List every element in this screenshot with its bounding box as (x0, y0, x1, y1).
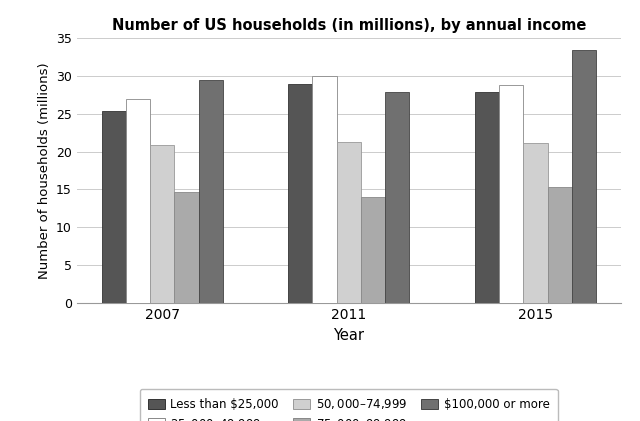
Bar (174, 192, 198, 303)
Bar (385, 93, 410, 303)
Bar (524, 143, 548, 303)
Y-axis label: Number of households (millions): Number of households (millions) (38, 62, 51, 279)
Title: Number of US households (in millions), by annual income: Number of US households (in millions), b… (111, 18, 586, 32)
X-axis label: Year: Year (333, 328, 364, 343)
Bar (548, 187, 572, 303)
Bar (102, 112, 126, 303)
Bar (288, 84, 312, 303)
Bar (361, 197, 385, 303)
Bar (198, 80, 223, 303)
Bar (499, 85, 524, 303)
Bar (572, 50, 596, 303)
Bar (475, 92, 499, 303)
Bar (126, 99, 150, 303)
Bar (150, 146, 174, 303)
Bar (312, 76, 337, 303)
Legend: Less than $25,000, $25,000–$49,999, $50,000–$74,999, $75,000–$99,999, $100,000 o: Less than $25,000, $25,000–$49,999, $50,… (140, 389, 558, 421)
Bar (337, 142, 361, 303)
